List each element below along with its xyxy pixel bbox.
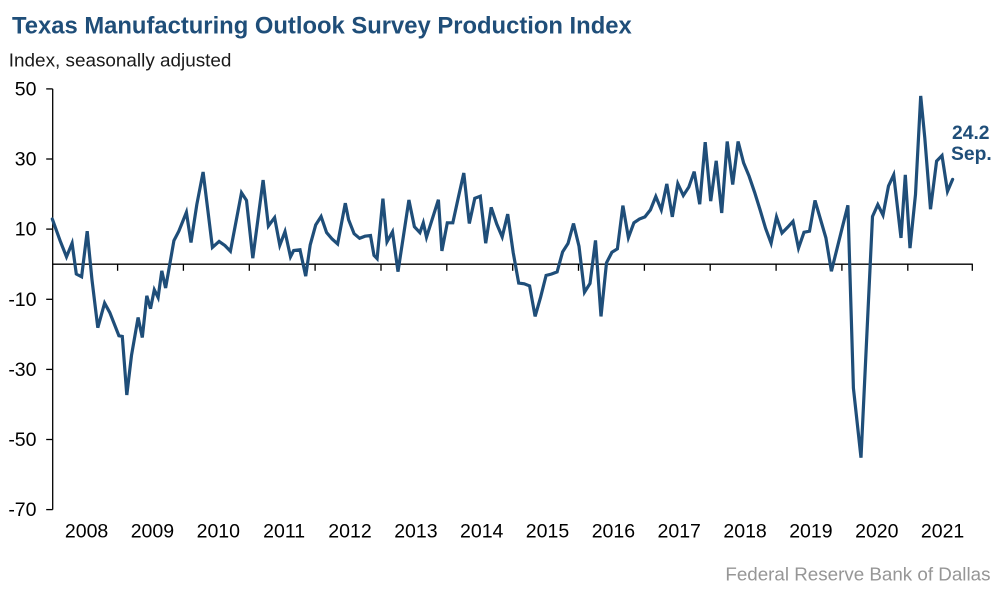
svg-text:-30: -30 — [8, 359, 36, 381]
svg-text:2020: 2020 — [855, 521, 899, 543]
svg-text:24.2: 24.2 — [952, 123, 990, 144]
svg-text:2015: 2015 — [526, 521, 570, 543]
svg-text:-10: -10 — [8, 289, 36, 311]
svg-text:Sep.: Sep. — [951, 144, 992, 165]
svg-text:10: 10 — [15, 219, 37, 241]
svg-text:2017: 2017 — [658, 521, 701, 543]
svg-text:2018: 2018 — [723, 521, 766, 543]
svg-text:2009: 2009 — [131, 521, 174, 543]
svg-text:-50: -50 — [8, 429, 36, 451]
svg-text:2021: 2021 — [921, 521, 964, 543]
svg-text:2014: 2014 — [460, 521, 504, 543]
svg-text:Federal Reserve Bank of Dallas: Federal Reserve Bank of Dallas — [725, 563, 990, 584]
svg-text:2012: 2012 — [328, 521, 371, 543]
svg-text:2016: 2016 — [592, 521, 635, 543]
svg-text:-70: -70 — [8, 499, 36, 521]
svg-text:50: 50 — [15, 79, 37, 101]
svg-text:2013: 2013 — [394, 521, 437, 543]
svg-text:Index, seasonally adjusted: Index, seasonally adjusted — [9, 51, 232, 72]
svg-text:2011: 2011 — [263, 521, 305, 543]
svg-text:2019: 2019 — [789, 521, 832, 543]
svg-text:2010: 2010 — [197, 521, 241, 543]
svg-text:Texas Manufacturing Outlook Su: Texas Manufacturing Outlook Survey Produ… — [12, 12, 632, 39]
svg-text:30: 30 — [15, 149, 37, 171]
svg-text:2008: 2008 — [65, 521, 108, 543]
